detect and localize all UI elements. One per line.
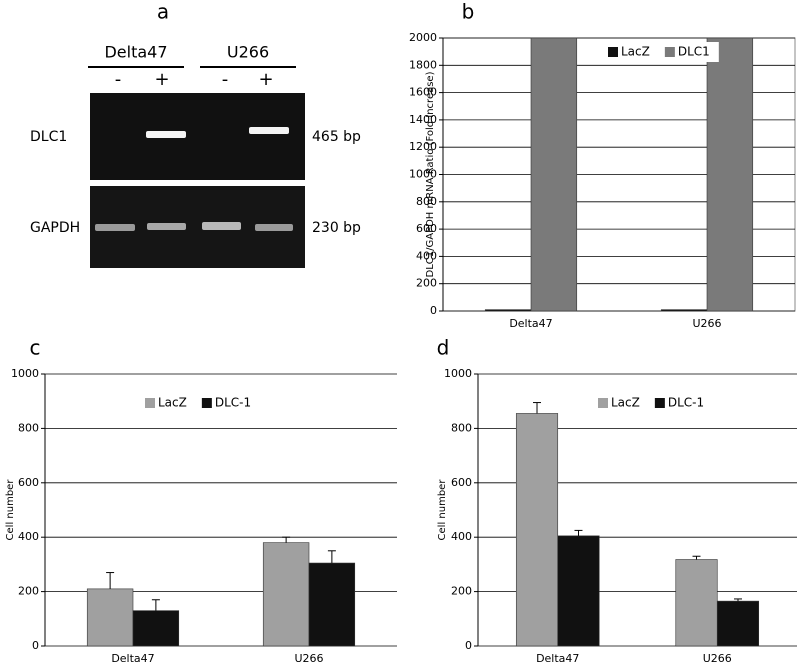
bar — [675, 559, 718, 647]
y-tick-label: 600 — [18, 476, 39, 489]
legend-label: LacZ — [158, 396, 187, 410]
y-tick-label: 0 — [430, 304, 437, 317]
row-name: GAPDH — [30, 220, 80, 236]
bar — [484, 309, 532, 312]
bar — [716, 600, 760, 647]
y-tick-label: 1000 — [444, 367, 472, 380]
panel-label: d — [437, 336, 450, 360]
lane-sign: + — [258, 69, 273, 90]
band — [249, 127, 289, 134]
y-tick-label: 1000 — [11, 367, 39, 380]
y-tick-label: 1000 — [409, 168, 437, 181]
row-size: 230 bp — [312, 220, 361, 236]
y-tick-label: 1400 — [409, 113, 437, 126]
band — [146, 131, 186, 138]
legend-label: LacZ — [621, 45, 650, 59]
bar — [86, 588, 134, 647]
gel-image — [90, 93, 305, 180]
legend-box — [139, 393, 261, 413]
legend-swatch — [608, 47, 618, 57]
row-size: 465 bp — [312, 129, 361, 145]
x-tick-label: Delta47 — [509, 317, 552, 330]
bar — [557, 535, 600, 647]
y-axis-label: Cell number — [5, 479, 16, 541]
y-tick-label: 200 — [416, 277, 437, 290]
x-tick-label: U266 — [703, 652, 732, 665]
y-tick-label: 600 — [416, 222, 437, 235]
bar — [706, 37, 754, 312]
bar — [660, 309, 708, 312]
y-tick-label: 400 — [18, 530, 39, 543]
y-tick-label: 800 — [451, 421, 472, 434]
y-tick-label: 200 — [18, 585, 39, 598]
lane-sign: - — [222, 69, 229, 90]
band — [255, 224, 293, 231]
legend-box — [602, 42, 719, 62]
band — [202, 222, 241, 230]
x-tick-label: U266 — [692, 317, 721, 330]
panel-label: b — [462, 0, 475, 24]
band — [147, 223, 186, 230]
legend-swatch — [654, 398, 665, 408]
y-axis-label: Cell number — [437, 479, 448, 541]
y-tick-label: 600 — [451, 476, 472, 489]
y-tick-label: 400 — [416, 249, 437, 262]
y-tick-label: 1200 — [409, 140, 437, 153]
bar — [132, 610, 180, 647]
y-axis-label: DLC1/GAPDH mRNA Ratio (Fold Increase) — [425, 71, 436, 277]
y-tick-label: 400 — [451, 530, 472, 543]
y-tick-label: 200 — [451, 585, 472, 598]
panel-label: c — [30, 336, 41, 360]
lane-sign: + — [154, 69, 169, 90]
legend-swatch — [664, 47, 675, 57]
bar — [515, 413, 559, 647]
y-tick-label: 1800 — [409, 58, 437, 71]
legend-box — [592, 393, 714, 413]
bar — [530, 37, 578, 312]
legend-swatch — [145, 398, 155, 408]
x-tick-label: Delta47 — [111, 652, 154, 665]
legend-label: DLC-1 — [215, 396, 251, 410]
y-tick-label: 800 — [416, 195, 437, 208]
panel-label: a — [157, 0, 169, 24]
band — [95, 224, 135, 231]
legend-label: DLC1 — [678, 45, 710, 59]
lane-header: Delta47 — [104, 43, 167, 62]
y-tick-label: 0 — [465, 639, 472, 652]
gel-panel: a Delta47 U266 - + - + DLC1 465 bp GAPDH… — [30, 0, 361, 268]
y-tick-label: 2000 — [409, 31, 437, 44]
legend-swatch — [598, 398, 608, 408]
bar — [262, 542, 310, 647]
x-tick-label: Delta47 — [536, 652, 579, 665]
y-tick-label: 800 — [18, 421, 39, 434]
lane-header: U266 — [227, 43, 269, 62]
bar — [308, 562, 356, 647]
row-name: DLC1 — [30, 129, 67, 145]
lane-sign: - — [115, 69, 122, 90]
x-tick-label: U266 — [294, 652, 323, 665]
legend-swatch — [201, 398, 212, 408]
y-tick-label: 0 — [32, 639, 39, 652]
y-tick-label: 1600 — [409, 86, 437, 99]
legend-label: DLC-1 — [668, 396, 704, 410]
legend-label: LacZ — [611, 396, 640, 410]
